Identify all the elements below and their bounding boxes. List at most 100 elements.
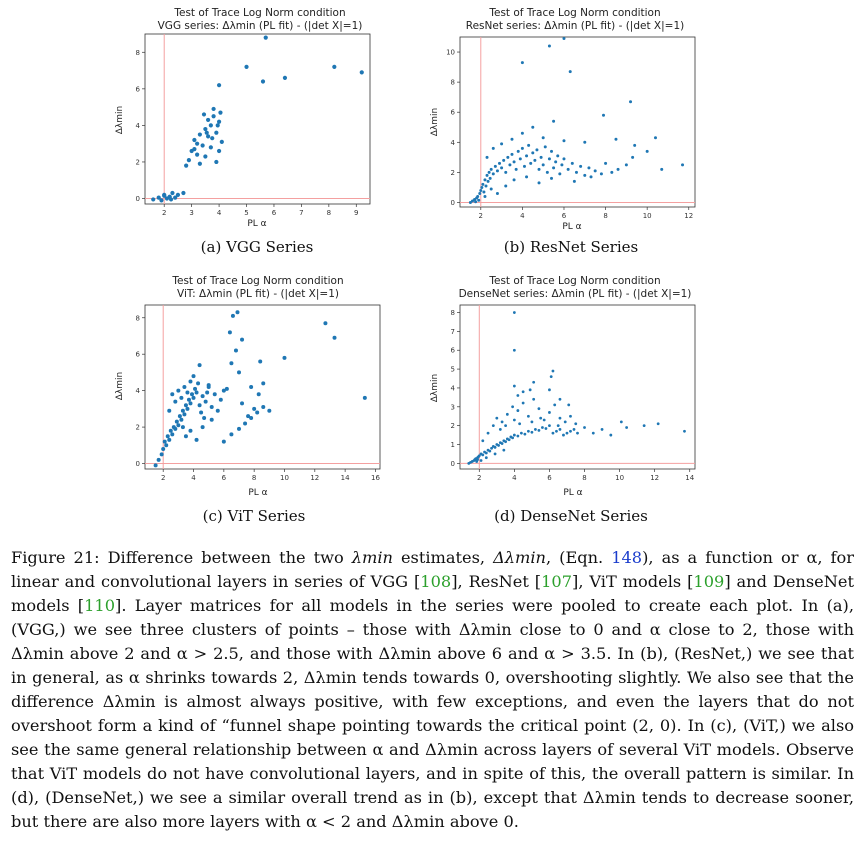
y-tick-label: 0: [451, 199, 455, 207]
data-point: [624, 163, 628, 167]
y-tick-label: 2: [451, 422, 455, 430]
panel-b-xlabel: PL α: [562, 222, 581, 232]
data-point: [493, 445, 497, 449]
data-point: [535, 148, 539, 152]
data-point: [203, 399, 208, 404]
data-point: [542, 418, 546, 422]
x-tick-label: 8: [252, 474, 256, 482]
y-tick-label: 1: [451, 441, 455, 449]
data-point: [504, 170, 508, 174]
y-tick-label: 8: [136, 314, 140, 322]
data-point: [246, 414, 251, 419]
citation-vgg-link[interactable]: 108: [420, 572, 452, 591]
data-point: [199, 410, 204, 415]
data-point: [194, 437, 199, 442]
y-tick-label: 0: [136, 460, 140, 468]
data-point: [216, 83, 222, 88]
y-tick-label: 6: [451, 347, 456, 355]
data-point: [192, 147, 197, 152]
data-point: [180, 425, 185, 430]
data-point: [483, 194, 487, 198]
data-point: [498, 161, 502, 165]
data-point: [359, 70, 364, 75]
data-point: [495, 169, 499, 173]
caption-a: (a) VGG Series: [200, 238, 314, 256]
panel-d-ylabel: Δλmin: [430, 374, 440, 402]
data-point: [190, 392, 194, 397]
data-point: [512, 160, 516, 164]
data-point: [218, 110, 223, 115]
data-point: [504, 424, 507, 428]
panel-c: Test of Trace Log Norm condition ViT: Δλ…: [100, 272, 400, 502]
data-point: [470, 199, 474, 203]
data-point: [568, 70, 572, 74]
data-point: [548, 388, 551, 392]
data-point: [193, 386, 198, 391]
data-point: [235, 310, 240, 315]
data-point: [229, 432, 234, 437]
data-point: [512, 311, 516, 314]
data-point: [188, 428, 193, 433]
data-point: [197, 161, 202, 166]
citation-densenet-link[interactable]: 110: [84, 596, 116, 615]
data-point: [508, 163, 512, 167]
y-tick-label: 8: [136, 49, 140, 57]
data-point: [167, 437, 172, 442]
data-point: [507, 438, 511, 442]
data-point: [572, 428, 576, 431]
data-point: [282, 355, 287, 360]
data-point: [263, 35, 268, 40]
data-point: [480, 185, 484, 189]
data-point: [229, 361, 234, 366]
data-point: [625, 426, 629, 429]
data-point: [537, 167, 541, 171]
data-point: [483, 178, 487, 182]
data-point: [544, 427, 548, 430]
data-point: [200, 394, 205, 399]
data-point: [209, 417, 214, 422]
data-point: [216, 119, 222, 124]
data-point: [530, 420, 534, 424]
x-tick-label: 10: [280, 474, 289, 482]
data-point: [170, 190, 175, 196]
data-point: [543, 145, 547, 149]
data-point: [521, 401, 525, 405]
data-point: [473, 197, 477, 201]
data-point: [551, 369, 555, 373]
x-tick-label: 4: [512, 474, 517, 482]
citation-vit-link[interactable]: 109: [693, 572, 725, 591]
data-point: [184, 163, 189, 168]
data-point: [227, 330, 232, 335]
data-point: [185, 390, 190, 395]
equation-link[interactable]: 148: [611, 548, 643, 567]
data-point: [530, 430, 534, 434]
data-point: [191, 395, 196, 400]
citation-resnet-link[interactable]: 107: [541, 572, 573, 591]
data-point: [560, 163, 564, 167]
x-tick-label: 8: [582, 474, 586, 482]
y-tick-label: 0: [451, 460, 455, 468]
data-point: [164, 443, 169, 448]
data-point: [224, 386, 229, 391]
x-tick-label: 5: [244, 209, 248, 217]
data-point: [562, 157, 566, 161]
figure-label: Figure 21:: [11, 548, 100, 567]
data-point: [161, 446, 166, 451]
data-point: [476, 458, 479, 461]
data-point: [683, 429, 686, 433]
panel-b-title-2: ResNet series: Δλmin (PL fit) - (|det X|…: [466, 20, 684, 32]
data-point: [481, 182, 485, 186]
data-point: [176, 423, 181, 428]
x-tick-label: 4: [217, 209, 222, 217]
data-point: [512, 418, 516, 422]
data-point: [156, 195, 161, 200]
data-point: [511, 436, 515, 440]
caption-d: (d) DenseNet Series: [494, 507, 648, 525]
data-point: [681, 163, 685, 167]
data-point: [490, 446, 493, 450]
x-tick-label: 2: [161, 474, 165, 482]
data-point: [192, 137, 197, 143]
data-point: [498, 428, 502, 431]
data-point: [156, 457, 161, 462]
x-tick-label: 2: [479, 212, 483, 220]
